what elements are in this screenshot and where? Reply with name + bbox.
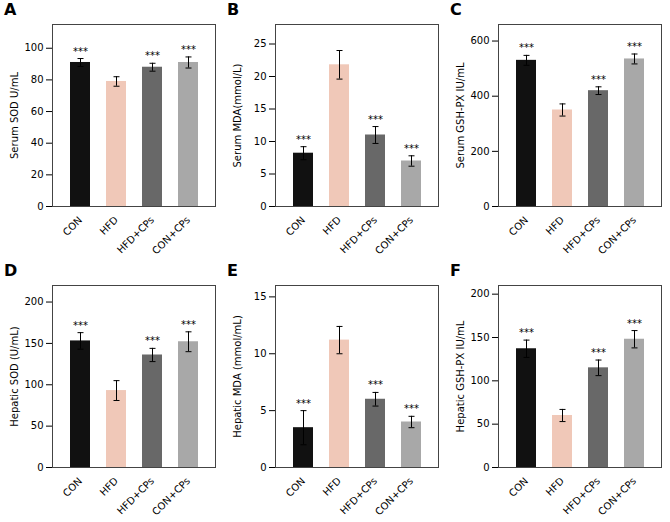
- svg-text:100: 100: [24, 42, 43, 53]
- svg-text:***: ***: [404, 143, 419, 154]
- svg-text:HFD+CPs: HFD+CPs: [560, 214, 603, 256]
- svg-text:***: ***: [627, 318, 642, 329]
- svg-text:5: 5: [260, 168, 266, 179]
- svg-text:***: ***: [181, 319, 196, 330]
- svg-text:HFD+CPs: HFD+CPs: [560, 475, 603, 517]
- svg-text:Serum SOD U/mL: Serum SOD U/mL: [9, 72, 20, 159]
- svg-text:0: 0: [483, 201, 489, 212]
- svg-text:***: ***: [591, 347, 606, 358]
- svg-text:150: 150: [470, 332, 489, 343]
- svg-text:100: 100: [24, 379, 43, 390]
- svg-text:0: 0: [260, 462, 266, 473]
- svg-text:CON: CON: [284, 475, 308, 499]
- svg-text:5: 5: [260, 405, 266, 416]
- svg-text:40: 40: [31, 137, 44, 148]
- html-text:E: E: [227, 261, 238, 280]
- svg-text:***: ***: [181, 44, 196, 55]
- svg-text:***: ***: [73, 320, 88, 331]
- svg-text:150: 150: [24, 338, 43, 349]
- svg-text:0: 0: [37, 201, 43, 212]
- svg-text:CON+CPs: CON+CPs: [596, 214, 638, 256]
- svg-text:50: 50: [31, 420, 44, 431]
- svg-text:200: 200: [470, 288, 489, 299]
- svg-text:CON+CPs: CON+CPs: [150, 214, 192, 256]
- svg-text:60: 60: [31, 106, 44, 117]
- svg-text:***: ***: [404, 403, 419, 414]
- svg-text:CON+CPs: CON+CPs: [373, 214, 415, 256]
- svg-text:15: 15: [254, 291, 267, 302]
- svg-text:***: ***: [145, 50, 160, 61]
- svg-text:***: ***: [73, 46, 88, 57]
- svg-text:200: 200: [470, 146, 489, 157]
- svg-text:100: 100: [470, 375, 489, 386]
- svg-text:80: 80: [31, 74, 44, 85]
- svg-text:HFD: HFD: [544, 475, 567, 498]
- svg-text:HFD: HFD: [98, 475, 121, 498]
- svg-text:20: 20: [254, 71, 267, 82]
- svg-text:Serum MDA(mmol/L): Serum MDA(mmol/L): [232, 63, 243, 167]
- svg-text:***: ***: [296, 398, 311, 409]
- svg-text:HFD+CPs: HFD+CPs: [114, 214, 157, 256]
- svg-text:***: ***: [296, 134, 311, 145]
- svg-text:10: 10: [254, 348, 267, 359]
- svg-text:HFD: HFD: [321, 214, 344, 237]
- svg-text:0: 0: [483, 462, 489, 473]
- html-text:A: A: [4, 0, 17, 19]
- svg-text:20: 20: [31, 169, 44, 180]
- svg-text:HFD+CPs: HFD+CPs: [337, 475, 380, 517]
- svg-text:***: ***: [591, 74, 606, 85]
- svg-text:CON+CPs: CON+CPs: [373, 475, 415, 517]
- svg-text:HFD: HFD: [544, 214, 567, 237]
- html-text:F: F: [450, 261, 461, 280]
- svg-text:***: ***: [368, 379, 383, 390]
- svg-text:CON+CPs: CON+CPs: [150, 475, 192, 517]
- svg-text:HFD+CPs: HFD+CPs: [114, 475, 157, 517]
- svg-text:CON: CON: [61, 214, 85, 238]
- svg-text:50: 50: [477, 418, 490, 429]
- svg-text:***: ***: [368, 114, 383, 125]
- svg-text:***: ***: [519, 327, 534, 338]
- svg-text:0: 0: [260, 201, 266, 212]
- html-text:D: D: [4, 261, 18, 280]
- svg-text:Hepatic SOD (U/mL): Hepatic SOD (U/mL): [9, 326, 20, 427]
- svg-text:600: 600: [470, 35, 489, 46]
- svg-text:400: 400: [470, 90, 489, 101]
- svg-text:HFD: HFD: [98, 214, 121, 237]
- svg-text:15: 15: [254, 103, 267, 114]
- svg-text:10: 10: [254, 136, 267, 147]
- svg-text:HFD+CPs: HFD+CPs: [337, 214, 380, 256]
- html-text:C: C: [450, 0, 462, 19]
- svg-text:HFD: HFD: [321, 475, 344, 498]
- html-text:B: B: [227, 0, 240, 19]
- svg-text:CON: CON: [284, 214, 308, 238]
- svg-text:***: ***: [519, 42, 534, 53]
- svg-text:CON: CON: [61, 475, 85, 499]
- svg-text:200: 200: [24, 296, 43, 307]
- svg-text:***: ***: [145, 335, 160, 346]
- svg-text:25: 25: [254, 38, 267, 49]
- svg-text:Serum GSH-PX IU/mL: Serum GSH-PX IU/mL: [455, 62, 466, 169]
- svg-text:CON: CON: [507, 214, 531, 238]
- svg-text:Hepatic MDA (mmol/mL): Hepatic MDA (mmol/mL): [232, 315, 243, 438]
- svg-text:0: 0: [37, 462, 43, 473]
- svg-text:Hepatic GSH-PX IU/mL: Hepatic GSH-PX IU/mL: [455, 320, 466, 432]
- svg-text:CON+CPs: CON+CPs: [596, 475, 638, 517]
- svg-text:CON: CON: [507, 475, 531, 499]
- svg-text:***: ***: [627, 41, 642, 52]
